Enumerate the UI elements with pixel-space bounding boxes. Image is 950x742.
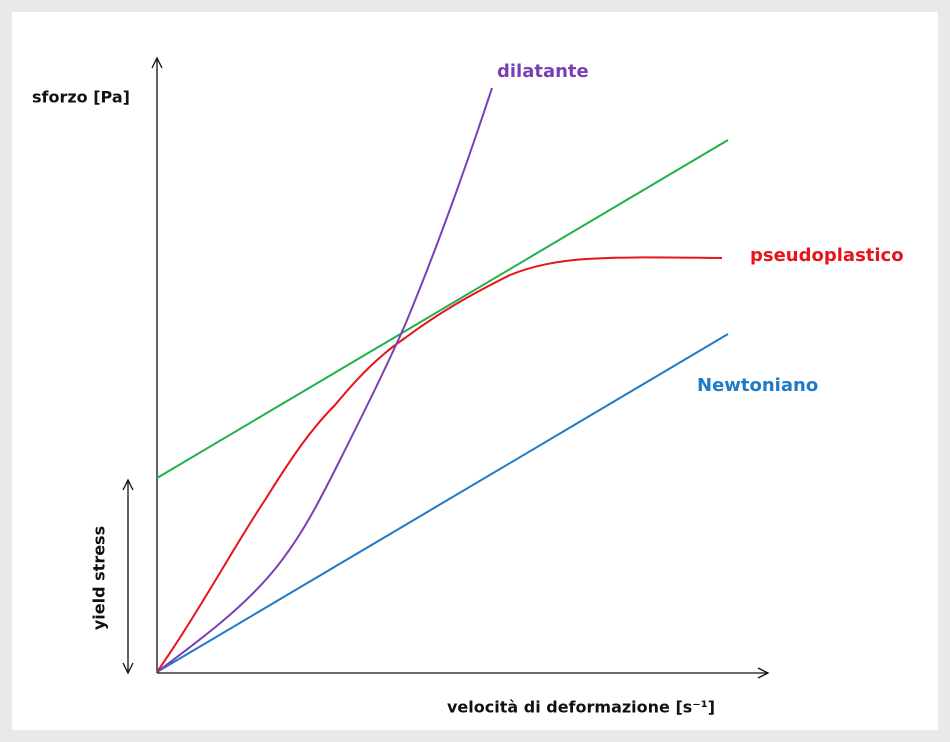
yield-stress-label: yield stress <box>90 526 109 630</box>
pseudoplastic-label: pseudoplastico <box>750 245 904 266</box>
axes <box>122 56 770 679</box>
x-arrow <box>757 667 770 679</box>
newtonian-label: Newtoniano <box>697 375 818 396</box>
yield-arrow-top <box>122 478 134 491</box>
y-arrow <box>151 56 163 69</box>
y-axis-label: sforzo [Pa] <box>32 88 130 107</box>
canvas <box>12 12 938 730</box>
yield-arrow-bottom <box>122 662 134 675</box>
bingham-curve <box>156 139 729 479</box>
curves <box>156 87 729 673</box>
dilatant-curve <box>156 87 493 673</box>
newtonian-curve <box>156 333 729 673</box>
x-axis-label: velocità di deformazione [s⁻¹] <box>447 698 715 717</box>
pseudoplastic-curve <box>156 256 723 673</box>
dilatant-label: dilatante <box>497 61 589 82</box>
